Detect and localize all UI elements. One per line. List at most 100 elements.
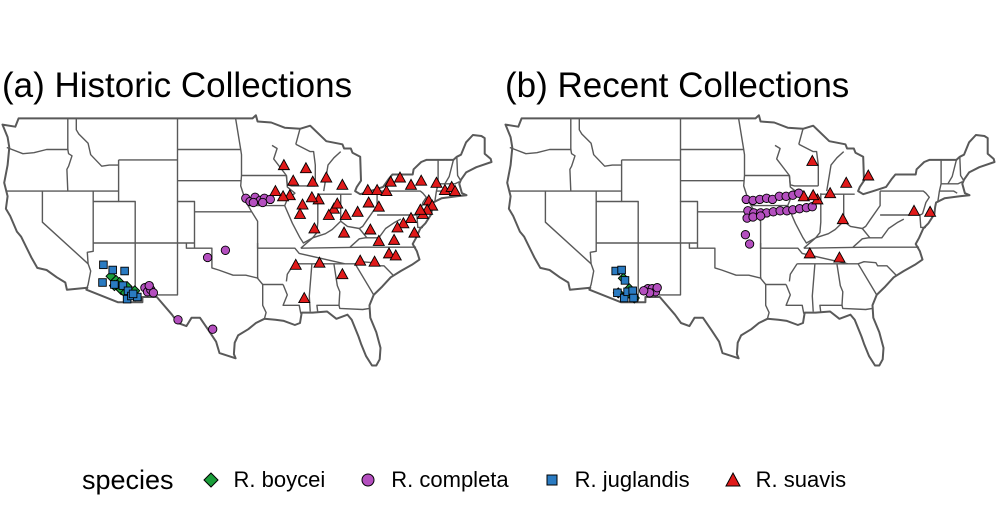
point-suavis	[372, 234, 386, 246]
state-border	[155, 201, 179, 296]
point-suavis	[286, 174, 300, 186]
point-completa	[748, 212, 758, 222]
point-suavis	[296, 198, 309, 210]
point-suavis	[353, 254, 367, 266]
point-completa	[258, 197, 268, 208]
state-border	[620, 159, 639, 303]
point-suavis	[336, 178, 349, 190]
state-border	[544, 191, 592, 265]
point-suavis	[823, 186, 837, 199]
state-border	[75, 118, 119, 167]
legend-item-boycei: R. boycei	[202, 467, 325, 493]
map-recent	[504, 114, 996, 367]
state-border	[308, 263, 313, 312]
point-suavis	[305, 190, 319, 203]
point-suavis	[351, 205, 364, 217]
state-border	[847, 260, 897, 276]
point-juglandis	[99, 260, 108, 270]
state-border	[358, 228, 368, 239]
state-border	[176, 118, 196, 243]
point-suavis	[313, 256, 326, 268]
legend-label: R. juglandis	[574, 467, 690, 492]
point-juglandis	[617, 265, 626, 275]
legend-item-juglandis: R. juglandis	[543, 467, 690, 493]
state-border	[284, 193, 319, 244]
state-border	[300, 237, 314, 249]
point-suavis	[408, 226, 421, 238]
point-suavis	[836, 212, 850, 225]
point-completa	[744, 239, 755, 249]
state-border	[798, 128, 804, 145]
state-border	[438, 181, 460, 185]
point-completa	[144, 280, 154, 291]
point-suavis	[430, 176, 443, 188]
point-completa	[202, 252, 213, 263]
point-juglandis	[629, 293, 638, 303]
point-juglandis	[613, 288, 622, 298]
point-completa	[265, 194, 275, 205]
state-border	[312, 220, 342, 239]
point-suavis	[404, 211, 418, 224]
point-suavis	[297, 291, 311, 303]
point-completa	[639, 286, 649, 296]
panel-title-recent: (b) Recent Collections	[505, 66, 850, 105]
state-border	[750, 175, 799, 207]
point-suavis	[907, 204, 921, 216]
point-suavis	[339, 208, 353, 220]
point-juglandis	[110, 280, 119, 289]
state-border	[959, 156, 964, 181]
state-border	[185, 243, 259, 279]
diamond-marker-icon	[202, 472, 219, 488]
point-suavis	[861, 169, 875, 181]
point-juglandis	[120, 266, 129, 276]
state-border	[826, 151, 845, 192]
state-border	[803, 246, 920, 249]
circle-marker-icon	[361, 473, 375, 487]
point-suavis	[368, 255, 381, 267]
point-suavis	[293, 207, 307, 219]
point-suavis	[404, 178, 418, 190]
state-border	[6, 146, 69, 155]
state-border	[85, 191, 94, 290]
state-border	[295, 143, 316, 186]
state-border	[300, 246, 417, 249]
state-border	[338, 305, 370, 311]
point-suavis	[308, 222, 321, 234]
point-completa	[248, 197, 259, 208]
point-completa	[652, 283, 662, 293]
point-suavis	[306, 175, 319, 187]
legend-item-suavis: R. suavis	[724, 467, 846, 493]
point-suavis	[331, 197, 344, 209]
point-suavis	[299, 161, 313, 174]
point-suavis	[797, 189, 811, 202]
state-border	[41, 191, 89, 265]
point-suavis	[336, 267, 349, 280]
state-border	[234, 118, 267, 319]
us-outline	[1, 114, 493, 367]
point-suavis	[361, 183, 375, 195]
point-suavis	[806, 188, 820, 201]
point-suavis	[384, 175, 397, 187]
state-border	[416, 214, 423, 229]
point-suavis	[391, 220, 404, 233]
state-border	[316, 263, 341, 313]
state-border	[919, 214, 926, 229]
point-suavis	[387, 233, 401, 245]
state-border	[798, 143, 819, 186]
legend-label: R. completa	[391, 467, 509, 492]
state-border	[803, 237, 817, 249]
point-suavis	[277, 158, 291, 171]
point-suavis	[382, 246, 396, 259]
state-border	[679, 118, 699, 243]
state-border	[444, 159, 455, 185]
state-border	[852, 218, 905, 248]
point-suavis	[393, 171, 407, 183]
state-border	[880, 190, 930, 215]
triangle-marker-icon	[724, 471, 741, 487]
state-border	[947, 159, 958, 185]
point-suavis	[414, 174, 428, 186]
panel-title-historic: (a) Historic Collections	[2, 66, 353, 105]
point-suavis	[923, 205, 937, 217]
point-completa	[740, 230, 751, 240]
point-suavis	[289, 258, 303, 270]
